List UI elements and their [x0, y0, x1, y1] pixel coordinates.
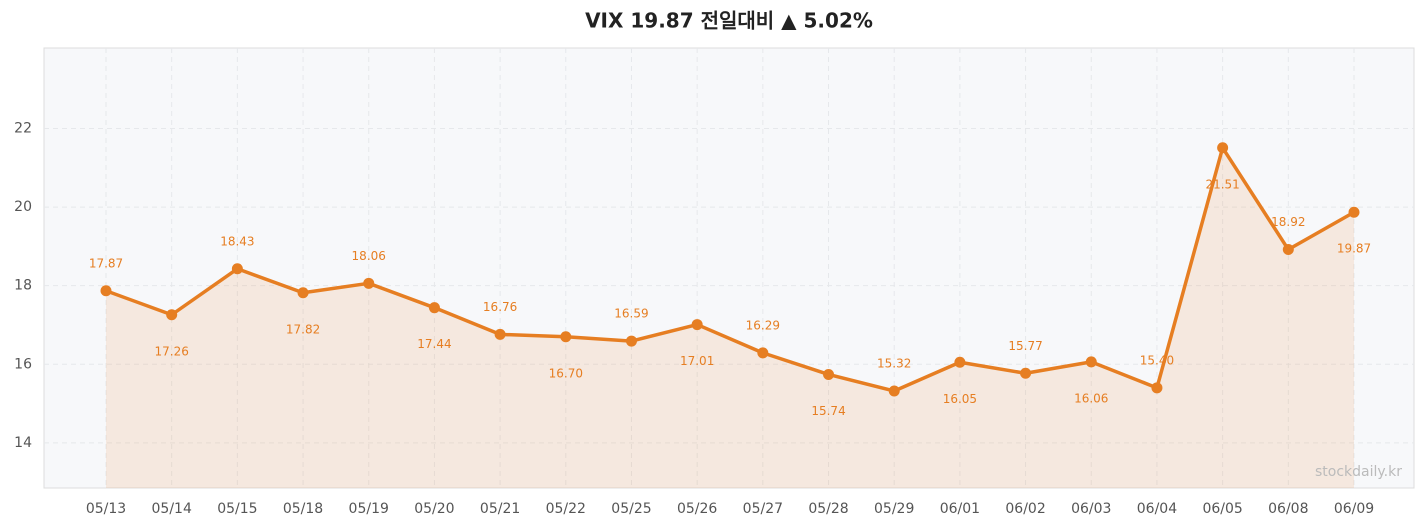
point [100, 285, 112, 297]
x-tick-label: 05/25 [611, 501, 651, 517]
value-label: 16.29 [746, 318, 780, 332]
plot-area [43, 47, 1415, 489]
x-tick-label: 05/14 [152, 501, 192, 517]
point [166, 309, 178, 321]
value-label: 16.59 [614, 307, 648, 321]
value-label: 16.70 [549, 366, 583, 380]
point [1151, 382, 1163, 394]
point [625, 335, 637, 347]
value-label: 17.87 [89, 256, 123, 270]
value-label: 17.44 [417, 337, 451, 351]
y-tick-label: 16 [14, 356, 32, 372]
x-tick-label: 06/01 [940, 501, 980, 517]
point [1348, 206, 1360, 218]
line [105, 146, 1355, 393]
x-tick-label: 05/18 [283, 501, 323, 517]
x-tick-label: 06/02 [1005, 501, 1045, 517]
point [231, 263, 243, 275]
y-tick-label: 18 [14, 278, 32, 294]
point [1282, 244, 1294, 256]
point [1085, 356, 1097, 368]
value-label: 17.82 [286, 322, 320, 336]
x-tick-label: 05/15 [217, 501, 257, 517]
x-tick-label: 05/13 [86, 501, 126, 517]
value-label: 17.26 [155, 344, 189, 358]
point [560, 331, 572, 343]
value-label: 21.51 [1205, 177, 1239, 191]
y-tick-label: 22 [14, 121, 32, 137]
point [297, 287, 309, 299]
x-tick-label: 06/04 [1137, 501, 1177, 517]
value-label: 17.01 [680, 354, 714, 368]
watermark: stockdaily.kr [1315, 464, 1402, 480]
point [1020, 367, 1032, 379]
value-label: 16.05 [943, 392, 977, 406]
value-label: 19.87 [1337, 242, 1371, 256]
chart-title: VIX 19.87 전일대비 ▲ 5.02% [585, 9, 873, 33]
x-tick-label: 05/28 [808, 501, 848, 517]
x-tick-label: 05/29 [874, 501, 914, 517]
x-tick-label: 06/08 [1268, 501, 1308, 517]
x-tick-label: 05/27 [743, 501, 783, 517]
point [954, 356, 966, 368]
x-tick-label: 06/09 [1334, 501, 1374, 517]
value-label: 15.74 [811, 404, 845, 418]
area [106, 147, 1354, 489]
value-label: 16.76 [483, 300, 517, 314]
y-tick-label: 20 [14, 199, 32, 215]
value-label: 15.32 [877, 356, 911, 370]
value-label: 18.43 [220, 234, 254, 248]
x-tick-label: 05/22 [546, 501, 586, 517]
x-tick-label: 05/26 [677, 501, 717, 517]
x-tick-label: 06/03 [1071, 501, 1111, 517]
value-label: 18.06 [352, 249, 386, 263]
point [691, 319, 703, 331]
value-label: 16.06 [1074, 391, 1108, 405]
point [363, 277, 375, 289]
value-label: 15.40 [1140, 353, 1174, 367]
y-tick-label: 14 [14, 435, 32, 451]
x-tick-label: 06/05 [1202, 501, 1242, 517]
point [1217, 142, 1229, 154]
x-tick-label: 05/19 [349, 501, 389, 517]
value-label: 15.77 [1008, 339, 1042, 353]
value-label: 18.92 [1271, 215, 1305, 229]
point [428, 302, 440, 314]
point [888, 385, 900, 397]
point [757, 347, 769, 359]
x-tick-label: 05/20 [414, 501, 454, 517]
point [823, 368, 835, 380]
point [494, 328, 506, 340]
x-tick-label: 05/21 [480, 501, 520, 517]
